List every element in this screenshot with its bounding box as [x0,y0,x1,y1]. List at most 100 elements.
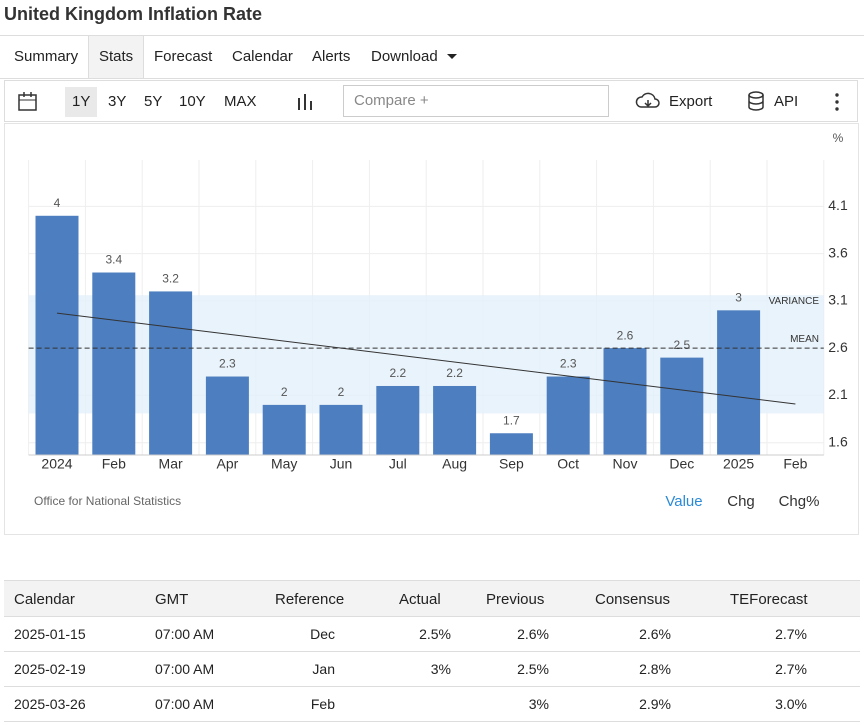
compare-input[interactable]: Compare + [343,85,609,117]
toolbar: Compare + Export API 1Y 3Y 5Y 10Y MAX [4,80,858,122]
mean-label: MEAN [790,334,819,345]
table-cell: 2025-02-19 [14,661,86,677]
table-cell: 07:00 AM [155,696,215,712]
table-row: 2025-02-19 07:00 AM Jan 3% 2.5% 2.8% 2.7% [4,652,860,687]
table-cell: 2.5% [517,661,549,677]
tab[interactable]: Summary [14,48,79,65]
range-button[interactable]: MAX [224,93,257,110]
table-cell: 3% [528,696,549,712]
range-button[interactable]: 5Y [144,93,163,110]
x-tick-label: May [271,456,297,472]
api-button[interactable]: API [774,93,799,110]
bar [660,357,704,455]
data-label: 3 [735,291,742,305]
range-button[interactable]: 10Y [179,93,206,110]
header-cell: Consensus [595,591,671,608]
range-button[interactable]: 3Y [108,93,127,110]
page-title: United Kingdom Inflation Rate [4,4,262,24]
table-cell: 2.8% [639,661,671,677]
calendar-icon[interactable] [17,91,39,113]
x-tick-label: Jul [389,456,407,472]
table-row: 2025-01-15 07:00 AM Dec 2.5% 2.6% 2.6% 2.7% [4,617,860,652]
header-cell: Calendar [14,591,75,608]
export-button[interactable]: Export [669,93,713,110]
x-tick-label: Oct [557,456,579,472]
tab[interactable]: Download [361,36,469,78]
data-label: 2.2 [446,366,463,380]
bar [603,348,647,455]
x-tick-label: Feb [102,456,126,472]
table-cell: 2025-03-26 [14,696,86,712]
x-tick-label: 2025 [723,456,754,472]
more-icon[interactable] [832,92,842,112]
x-tick-label: Nov [613,456,638,472]
header-cell: Previous [486,591,545,608]
export-icon[interactable] [635,92,661,112]
range-button[interactable]: 1Y [65,87,98,117]
table-cell: 2.7% [775,661,807,677]
data-label: 2.3 [219,357,236,371]
table-cell: 3% [430,661,451,677]
data-label: 4 [54,196,61,210]
tab-bar: Summary Stats Forecast Calendar Alerts Downlo… [0,35,864,79]
tab[interactable]: Alerts [312,48,351,65]
y-tick-label: 2.1 [828,386,848,402]
table-cell: 2025-01-15 [14,626,86,642]
header-cell: Actual [399,591,441,608]
table-cell: 07:00 AM [155,661,215,677]
mode-button[interactable]: Chg [727,493,755,510]
unit-label: % [833,131,844,145]
chart: % 4.1 3.6 3.1 2.6 2.1 1.6 VARIANCE 2024 4 Feb 3.4 Ma… [28,131,848,510]
y-tick-label: 2.6 [828,339,848,355]
table-cell: 2.5% [419,626,451,642]
bar [489,433,533,455]
table-cell: 2.9% [639,696,671,712]
table-cell: 07:00 AM [155,626,215,642]
data-label: 3.4 [105,253,122,267]
tab[interactable]: Forecast [154,48,213,65]
mode-button[interactable]: Chg% [779,493,820,510]
dropdown-caret [446,54,457,60]
y-tick-label: 3.1 [828,292,848,308]
y-tick-label: 3.6 [828,244,848,260]
header-cell: Reference [275,591,345,608]
api-icon[interactable] [746,90,766,112]
data-label: 2.6 [617,328,634,342]
chart-panel [4,123,859,535]
source: Office for National Statistics [34,494,181,508]
bar [35,215,79,455]
bar [262,404,306,455]
table-cell: 3.0% [775,696,807,712]
data-label: 3.2 [162,272,179,286]
variance-label: VARIANCE [769,296,820,307]
chart-type-icon[interactable] [295,92,315,112]
data-label: 2.5 [673,338,690,352]
x-tick-label: Jun [330,456,353,472]
x-tick-label: Feb [783,456,807,472]
bar [92,272,136,455]
x-tick-label: Aug [442,456,467,472]
bar [376,385,420,455]
table-cell: Dec [310,626,335,642]
y-tick-label: 1.6 [828,433,848,449]
header-cell: GMT [155,591,189,608]
table-cell: Feb [310,696,335,712]
mode-button[interactable]: Value [665,493,702,510]
tab[interactable]: Stats [88,36,145,78]
variance-band [28,295,824,414]
bar [149,291,193,455]
table-header-row: Calendar GMT Reference Actual Previous Consen… [4,580,860,617]
data-label: 2 [281,385,288,399]
y-tick-label: 4.1 [828,197,848,213]
x-tick-label: Apr [217,456,239,472]
data-label: 1.7 [503,413,520,427]
tab[interactable]: Calendar [232,48,293,65]
data-label: 2 [338,385,345,399]
bar [433,385,477,455]
x-tick-label: Sep [499,456,524,472]
header-cell: TEForecast [730,591,808,608]
trend-line [56,312,796,405]
table-cell: Jan [312,661,335,677]
x-tick-label: 2024 [41,456,72,472]
